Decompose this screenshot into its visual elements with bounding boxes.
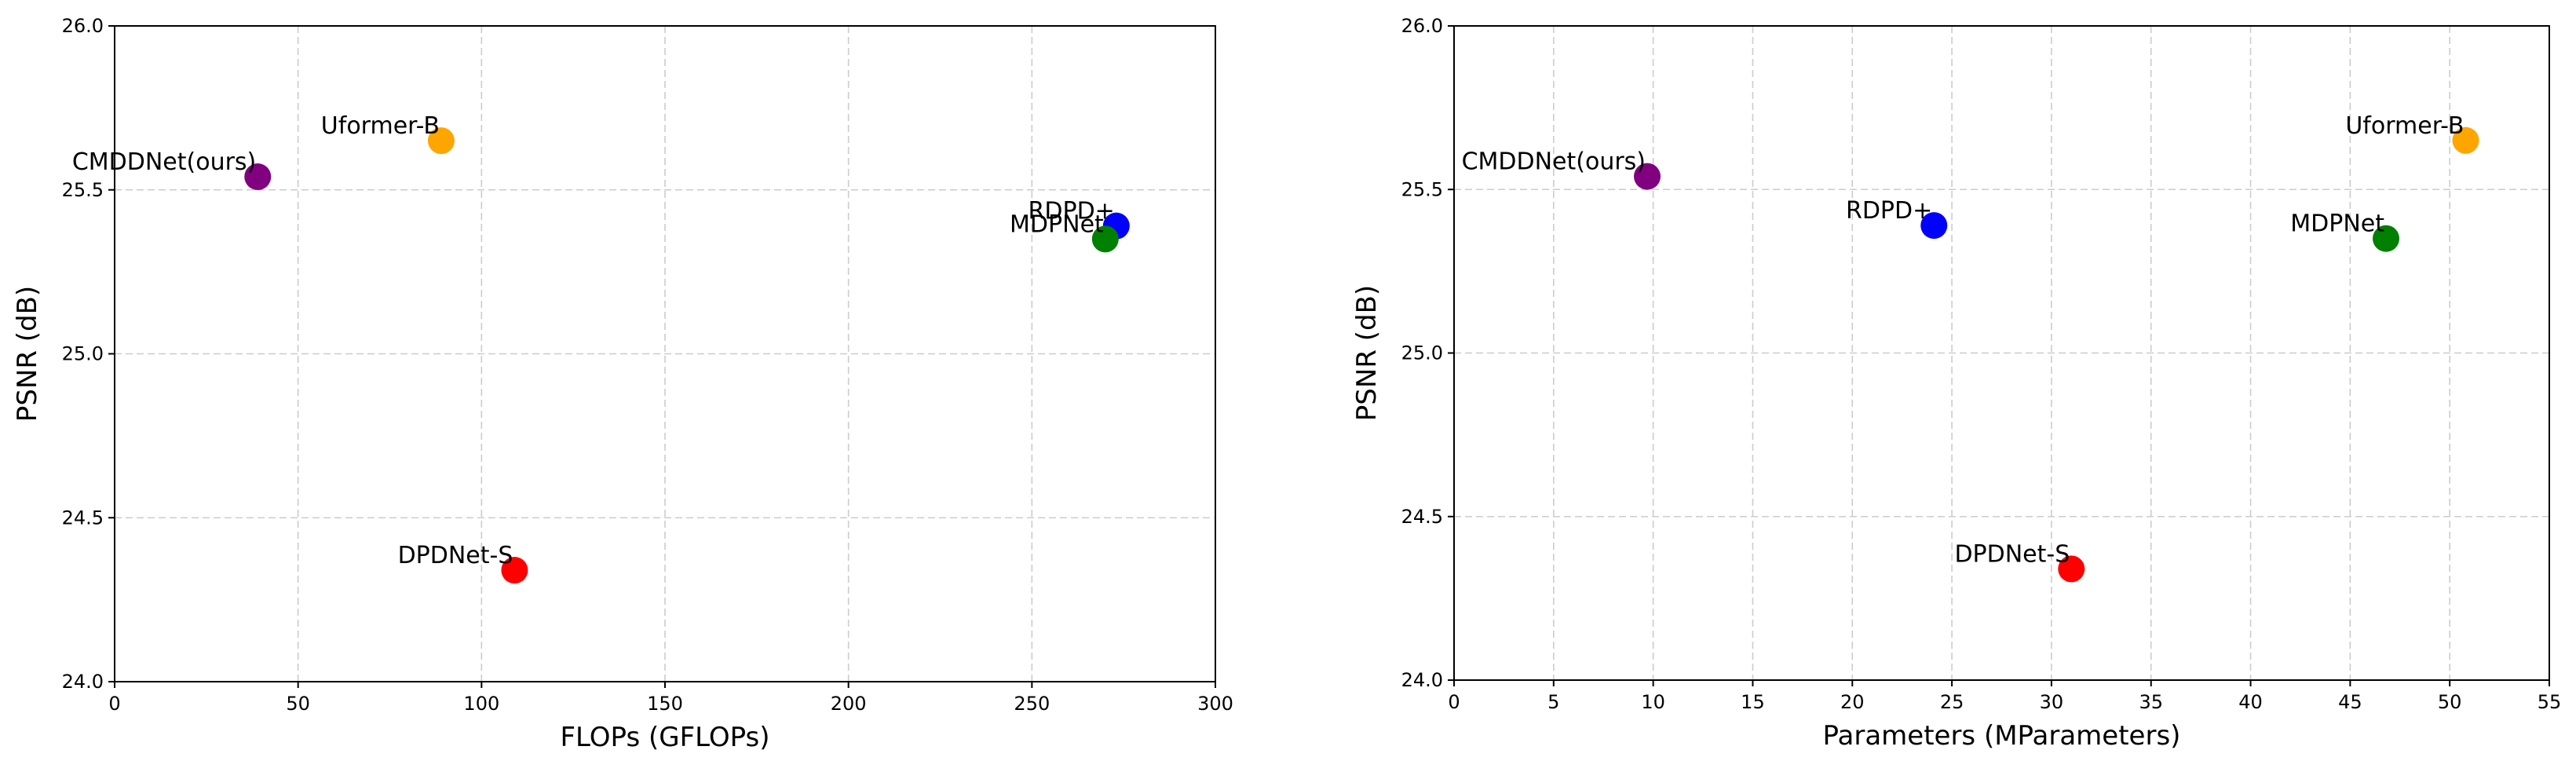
x-tick-label: 20 xyxy=(1840,691,1865,713)
y-tick-label: 24.0 xyxy=(1401,669,1443,691)
x-axis-label: FLOPs (GFLOPs) xyxy=(560,722,769,753)
data-label-rdpd: RDPD+ xyxy=(1029,198,1115,225)
x-tick-label: 5 xyxy=(1547,691,1559,713)
flops-vs-psnr-chart: 0 50 100 150 200 250 300 24.0 24.5 25.0 25.5 26.0 FL… xyxy=(12,15,1233,753)
data-point-rdpd xyxy=(1920,212,1948,240)
data-label-rdpd: RDPD+ xyxy=(1846,197,1932,225)
x-tick-label: 200 xyxy=(831,693,867,715)
y-tick-label: 24.5 xyxy=(62,507,104,529)
x-tick-label: 15 xyxy=(1741,691,1765,713)
data-point-dpdnet-s xyxy=(501,557,528,584)
data-label-cmddnet-ours: CMDDNet(ours) xyxy=(72,148,256,176)
x-tick-label: 150 xyxy=(647,693,683,715)
data-point-cmddnet-ours xyxy=(1634,163,1661,190)
x-tick-label: 35 xyxy=(2139,691,2163,713)
y-axis-label: PSNR (dB) xyxy=(1351,285,1383,421)
y-tick-label: 25.0 xyxy=(1401,342,1443,364)
y-axis-label: PSNR (dB) xyxy=(12,286,43,422)
x-axis-label: Parameters (MParameters) xyxy=(1823,720,2181,752)
x-tick-label: 25 xyxy=(1940,691,1964,713)
data-point-mdpnet xyxy=(1091,225,1119,253)
y-tick-label: 26.0 xyxy=(62,15,104,37)
x-tick-label: 40 xyxy=(2238,691,2263,713)
data-label-uformer-b: Uformer-B xyxy=(2345,112,2464,140)
params-vs-psnr-chart: 0 5 10 15 20 25 30 35 40 45 50 55 24.0 24.5 25.0 25.5 26… xyxy=(1351,15,2561,752)
x-tick-label: 30 xyxy=(2040,691,2064,713)
y-tick-label: 25.0 xyxy=(62,343,104,365)
data-label-uformer-b: Uformer-B xyxy=(321,112,440,140)
data-label-dpdnet-s: DPDNet-S xyxy=(398,542,513,569)
x-tick-label: 55 xyxy=(2538,691,2562,713)
data-label-dpdnet-s: DPDNet-S xyxy=(1954,540,2070,568)
x-tick-label: 45 xyxy=(2338,691,2362,713)
x-tick-label: 250 xyxy=(1014,693,1050,715)
y-tick-label: 25.5 xyxy=(62,179,104,201)
x-tick-label: 300 xyxy=(1197,693,1233,715)
data-label-mdpnet: MDPNet xyxy=(2290,210,2384,238)
data-label-cmddnet-ours: CMDDNet(ours) xyxy=(1462,148,1646,176)
data-label-mdpnet: MDPNet xyxy=(1010,210,1104,238)
x-tick-label: 10 xyxy=(1641,691,1665,713)
x-tick-label: 100 xyxy=(463,693,499,715)
data-point-mdpnet xyxy=(2373,225,2400,252)
x-tick-label: 0 xyxy=(1448,691,1460,713)
y-tick-label: 24.5 xyxy=(1401,506,1443,528)
y-tick-label: 25.5 xyxy=(1401,178,1443,200)
data-point-uformer-b xyxy=(427,127,455,155)
x-tick-label: 0 xyxy=(108,693,120,715)
data-point-cmddnet-ours xyxy=(244,163,272,191)
x-tick-label: 50 xyxy=(2438,691,2462,713)
data-point-dpdnet-s xyxy=(2058,555,2085,583)
y-tick-label: 24.0 xyxy=(62,671,104,693)
data-point-uformer-b xyxy=(2452,126,2479,154)
y-tick-label: 26.0 xyxy=(1401,15,1443,37)
x-tick-label: 50 xyxy=(286,693,310,715)
